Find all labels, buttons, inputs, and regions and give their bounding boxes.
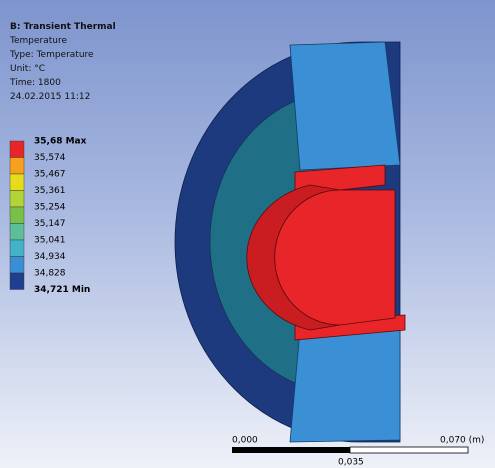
legend-swatch bbox=[10, 158, 24, 175]
legend-swatch bbox=[10, 207, 24, 224]
legend-swatch bbox=[10, 257, 24, 274]
legend-label: 34,721 Min bbox=[34, 285, 90, 295]
legend-swatch bbox=[10, 273, 24, 290]
bottom-block bbox=[290, 325, 400, 442]
model bbox=[175, 42, 405, 442]
legend-swatch bbox=[10, 191, 24, 208]
legend-label: 35,254 bbox=[34, 203, 66, 213]
legend-swatch bbox=[10, 141, 24, 158]
scale-segment bbox=[232, 447, 350, 453]
scale-label: 0,000 bbox=[232, 436, 258, 446]
legend-label: 35,574 bbox=[34, 153, 66, 163]
legend-swatch bbox=[10, 240, 24, 257]
model-view: 0,000 0,070 (m) 0,035 35,68 Max 35,574 35,… bbox=[0, 0, 495, 468]
legend-label: 34,828 bbox=[34, 269, 66, 279]
viewport: B: Transient Thermal Temperature Type: T… bbox=[0, 0, 495, 468]
scale-bar bbox=[232, 447, 468, 453]
legend-label: 35,361 bbox=[34, 186, 66, 196]
legend-label: 35,147 bbox=[34, 219, 66, 229]
legend-label: 35,041 bbox=[34, 236, 66, 246]
legend-label: 35,68 Max bbox=[34, 137, 87, 147]
legend-swatch bbox=[10, 174, 24, 191]
scale-label: 0,070 (m) bbox=[440, 436, 484, 446]
scale-label: 0,035 bbox=[338, 458, 364, 468]
legend-label: 34,934 bbox=[34, 252, 66, 262]
scale-segment bbox=[350, 447, 468, 453]
legend-swatch bbox=[10, 224, 24, 241]
legend-label: 35,467 bbox=[34, 170, 66, 180]
top-block bbox=[290, 42, 400, 170]
